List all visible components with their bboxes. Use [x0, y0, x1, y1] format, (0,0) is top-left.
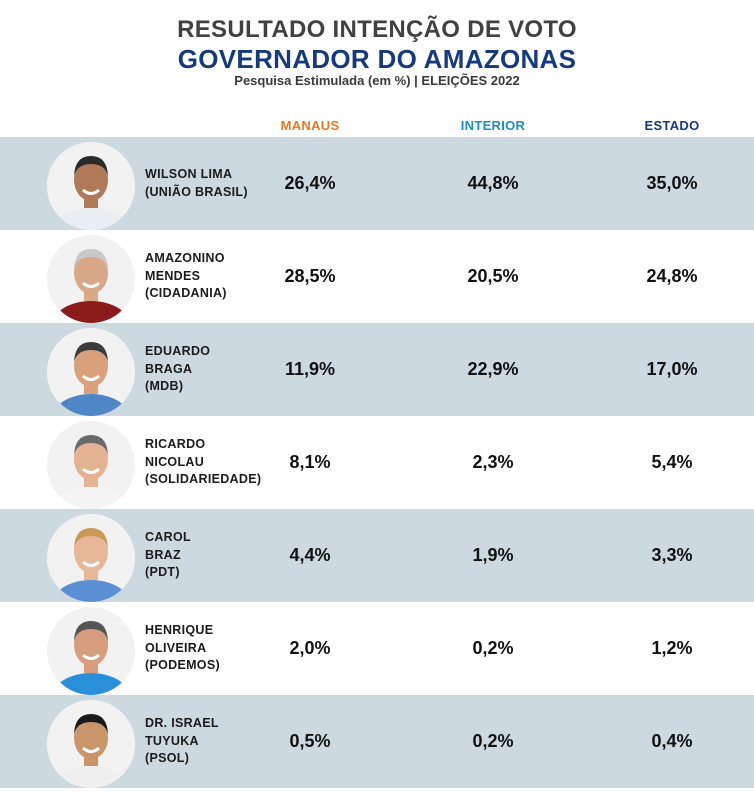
candidate-name-label: AMAZONINO MENDES (CIDADANIA): [145, 251, 227, 301]
value-interior: 44,8%: [467, 173, 519, 193]
henrique-oliveira-photo: [47, 607, 135, 695]
candidate-name-label: WILSON LIMA (UNIÃO BRASIL): [145, 167, 248, 199]
candidate-name-label: HENRIQUE OLIVEIRA (PODEMOS): [145, 623, 220, 673]
eduardo-braga-photo: [47, 328, 135, 416]
table-row: WILSON LIMA (UNIÃO BRASIL) 26,4% 44,8% 35,0…: [0, 137, 754, 230]
wilson-lima-photo: [47, 142, 135, 230]
title-line1: RESULTADO INTENÇÃO DE VOTO: [177, 16, 577, 43]
value-interior: 0,2%: [472, 731, 514, 751]
value-estado: 5,4%: [651, 452, 693, 472]
candidate-name: RICARDO NICOLAU (SOLIDARIEDADE): [145, 416, 280, 509]
table-row: RICARDO NICOLAU (SOLIDARIEDADE) 8,1% 2,3% 5…: [0, 416, 754, 509]
value-interior: 1,9%: [472, 545, 514, 565]
value-manaus: 28,5%: [284, 266, 336, 286]
column-header-interior: INTERIOR: [460, 118, 526, 133]
table-row: EDUARDO BRAGA (MDB) 11,9% 22,9% 17,0%: [0, 323, 754, 416]
ricardo-nicolau-photo: [47, 421, 135, 509]
value-interior: 2,3%: [472, 452, 514, 472]
column-header-estado: ESTADO: [644, 118, 700, 133]
value-estado: 17,0%: [646, 359, 698, 379]
title-line2: GOVERNADOR DO AMAZONAS: [177, 44, 577, 74]
candidate-name: EDUARDO BRAGA (MDB): [145, 323, 280, 416]
column-header-manaus: MANAUS: [280, 118, 340, 133]
value-manaus: 4,4%: [289, 545, 331, 565]
value-estado: 3,3%: [651, 545, 693, 565]
candidate-name-label: DR. ISRAEL TUYUKA (PSOL): [145, 716, 219, 766]
candidate-name-label: RICARDO NICOLAU (SOLIDARIEDADE): [145, 437, 262, 487]
carol-braz-photo: [47, 514, 135, 602]
header: RESULTADO INTENÇÃO DE VOTO GOVERNADOR DO…: [0, 0, 754, 136]
candidate-name: HENRIQUE OLIVEIRA (PODEMOS): [145, 602, 280, 695]
value-estado: 35,0%: [646, 173, 698, 193]
value-estado: 1,2%: [651, 638, 693, 658]
candidate-name-label: CAROL BRAZ (PDT): [145, 530, 191, 580]
candidate-name: WILSON LIMA (UNIÃO BRASIL): [145, 137, 280, 230]
value-estado: 24,8%: [646, 266, 698, 286]
candidate-name: AMAZONINO MENDES (CIDADANIA): [145, 230, 280, 323]
amazonino-mendes-photo: [47, 235, 135, 323]
candidate-name: CAROL BRAZ (PDT): [145, 509, 280, 602]
candidate-name: DR. ISRAEL TUYUKA (PSOL): [145, 695, 280, 788]
value-manaus: 2,0%: [289, 638, 331, 658]
value-manaus: 26,4%: [284, 173, 336, 193]
value-manaus: 8,1%: [289, 452, 331, 472]
value-interior: 0,2%: [472, 638, 514, 658]
value-estado: 0,4%: [651, 731, 693, 751]
table-row: CAROL BRAZ (PDT) 4,4% 1,9% 3,3%: [0, 509, 754, 602]
value-manaus: 11,9%: [284, 359, 336, 379]
table-row: HENRIQUE OLIVEIRA (PODEMOS) 2,0% 0,2% 1,2%: [0, 602, 754, 695]
value-interior: 20,5%: [467, 266, 519, 286]
israel-tuyuka-photo: [47, 700, 135, 788]
candidate-name-label: EDUARDO BRAGA (MDB): [145, 344, 211, 394]
table-row: DR. ISRAEL TUYUKA (PSOL) 0,5% 0,2% 0,4%: [0, 695, 754, 788]
value-interior: 22,9%: [467, 359, 519, 379]
value-manaus: 0,5%: [289, 731, 331, 751]
subtitle: Pesquisa Estimulada (em %) | ELEIÇÕES 20…: [234, 73, 520, 88]
table-row: AMAZONINO MENDES (CIDADANIA) 28,5% 20,5% 24…: [0, 230, 754, 323]
